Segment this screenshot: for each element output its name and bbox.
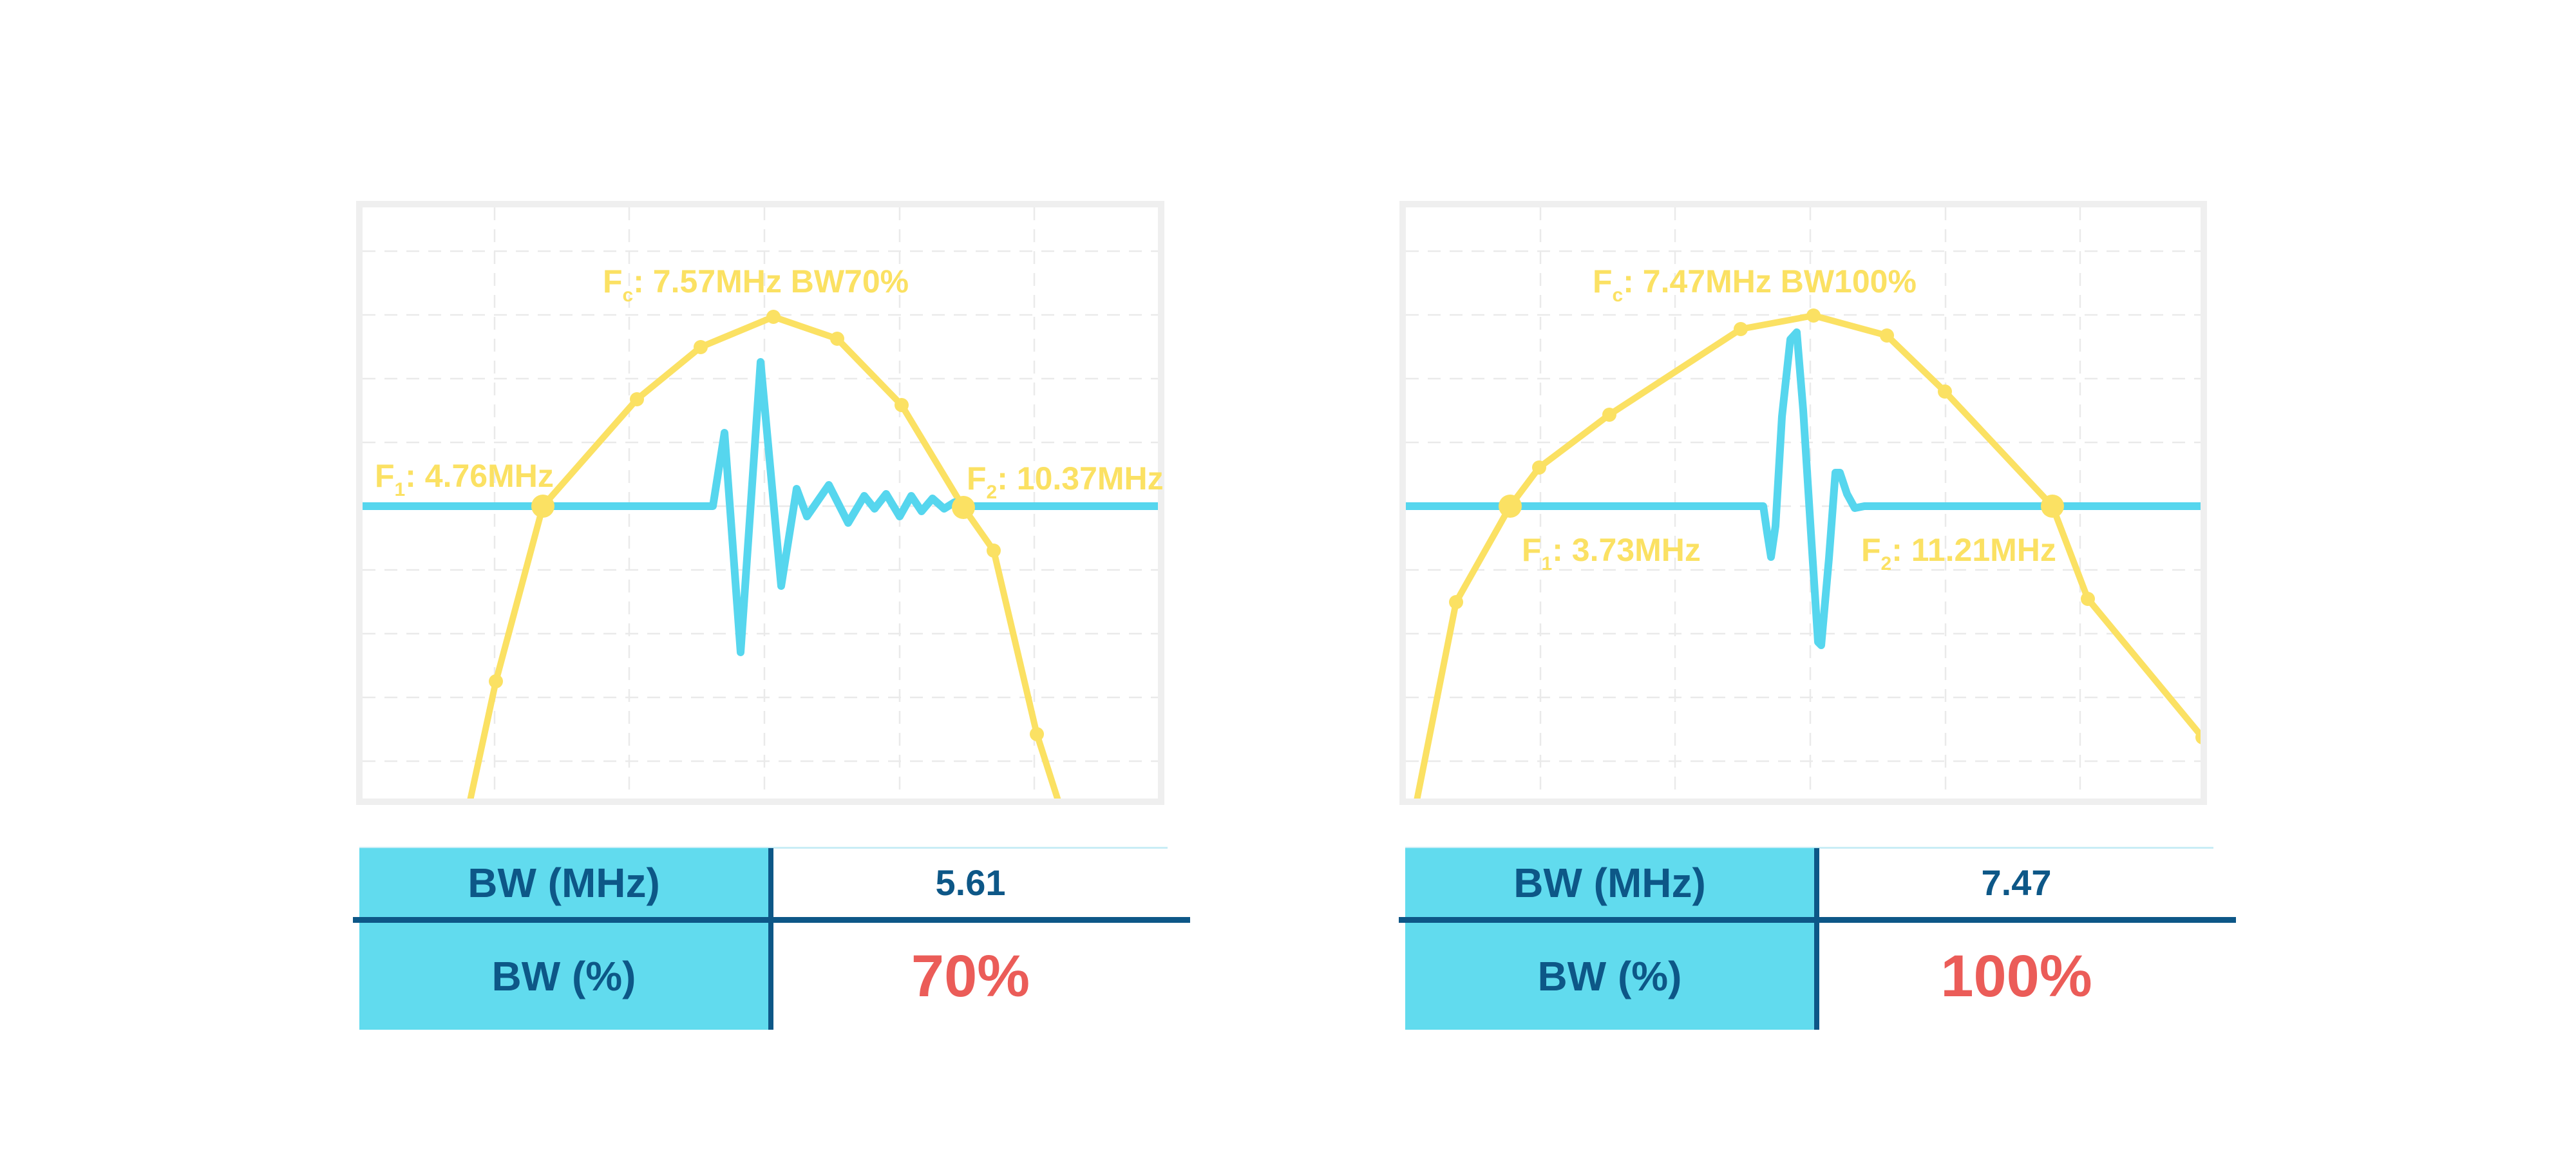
bw-mhz-label: BW (MHz) [1513, 859, 1706, 906]
f2-symbol: F [967, 460, 987, 497]
table-row-divider [353, 917, 1190, 923]
f2-value: : 10.37MHz [997, 460, 1164, 497]
bw-table-100: BW (MHz) 7.47 BW (%) 100% [1399, 847, 2236, 1030]
f1-value: : 3.73MHz [1552, 532, 1701, 568]
table-label-column-bg [359, 848, 768, 1030]
bw-percent-label: BW (%) [491, 953, 636, 999]
f1-annotation: F1: 4.76MHz [375, 458, 554, 501]
f2-value: : 11.21MHz [1891, 532, 2056, 568]
fc-symbol: F [603, 263, 623, 299]
table-column-divider [1814, 848, 1819, 1030]
bw-percent-value: 100% [1940, 943, 2092, 1009]
f2-annotation: F2: 11.21MHz [1861, 532, 2056, 575]
f2-annotation: F2: 10.37MHz [967, 460, 1164, 504]
f1-symbol: F [1522, 532, 1542, 568]
spectrum-plot-bw70 [363, 207, 1158, 799]
fc-annotation: Fc: 7.57MHz BW70% [603, 263, 909, 307]
bw-mhz-value: 7.47 [1981, 862, 2052, 903]
table-column-divider [768, 848, 773, 1030]
bw-table-70: BW (MHz) 5.61 BW (%) 70% [353, 847, 1190, 1030]
bw-mhz-label: BW (MHz) [468, 859, 660, 906]
f1-value: : 4.76MHz [405, 458, 554, 494]
spectrum-plot-bw100 [1406, 207, 2201, 799]
spectrum-chart-bw100: Fc: 7.47MHz BW100% F1: 3.73MHz F2: 11.21… [1399, 201, 2207, 805]
table-top-rule [359, 847, 1168, 849]
f2-subscript: 2 [1880, 553, 1892, 574]
fc-subscript: c [622, 285, 634, 306]
fc-annotation: Fc: 7.47MHz BW100% [1593, 263, 1917, 307]
f1-symbol: F [375, 458, 395, 494]
fc-subscript: c [1612, 285, 1624, 306]
bw-mhz-value: 5.61 [935, 862, 1006, 903]
fc-symbol: F [1593, 263, 1613, 299]
table-top-rule [1405, 847, 2213, 849]
f2-symbol: F [1861, 532, 1881, 568]
f1-subscript: 1 [394, 479, 406, 500]
bw-percent-label: BW (%) [1537, 953, 1682, 999]
table-row-divider [1399, 917, 2236, 923]
f2-subscript: 2 [986, 482, 998, 503]
fc-value: : 7.57MHz BW70% [633, 263, 909, 299]
spectrum-chart-bw70: Fc: 7.57MHz BW70% F1: 4.76MHz F2: 10.37M… [356, 201, 1164, 805]
f1-annotation: F1: 3.73MHz [1522, 532, 1701, 575]
bw-percent-value: 70% [911, 943, 1030, 1009]
table-label-column-bg [1405, 848, 1814, 1030]
f1-subscript: 1 [1541, 553, 1553, 574]
fc-value: : 7.47MHz BW100% [1623, 263, 1917, 299]
